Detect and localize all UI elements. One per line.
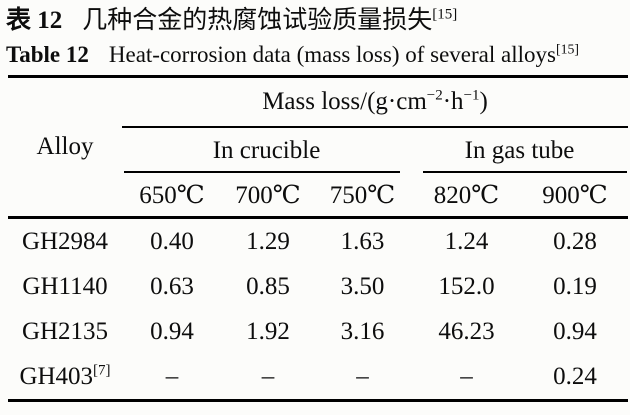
group-header-in-crucible: In crucible — [122, 127, 411, 173]
table-row: GH403[7] – – – – 0.24 — [8, 354, 628, 401]
value-cell: 152.0 — [438, 272, 495, 300]
caption-number-en: Table 12 — [6, 41, 89, 67]
unit-text: ·h — [442, 88, 464, 116]
value-cell: 0.24 — [553, 362, 597, 390]
temperature-header: 900℃ — [522, 173, 629, 220]
table-caption-english: Table 12 Heat-corrosion data (mass loss) … — [6, 41, 630, 70]
alloy-name: GH2984 — [21, 227, 109, 255]
value-cell: 0.85 — [246, 272, 290, 300]
value-cell: – — [460, 362, 473, 390]
header-row-groups: In crucible In gas tube — [8, 127, 628, 173]
table-row: GH1140 0.63 0.85 3.50 152.0 0.19 — [8, 264, 628, 309]
unit-text: Mass loss/(g·cm — [262, 88, 427, 116]
unit-superscript-exponent: −2 — [426, 87, 443, 104]
value-cell: 0.94 — [553, 317, 597, 345]
unit-text: ) — [479, 88, 488, 116]
value-cell: 0.40 — [150, 227, 194, 255]
value-cell: – — [356, 362, 369, 390]
alloy-name-cell: GH2984 — [8, 218, 122, 265]
temperature-header: 700℃ — [222, 173, 314, 220]
alloy-name-cell: GH2135 — [8, 309, 122, 354]
value-cell: 1.29 — [246, 227, 290, 255]
group-header-in-gas-tube: In gas tube — [411, 127, 628, 173]
alloy-name-cell: GH1140 — [8, 264, 122, 309]
value-cell: 1.92 — [246, 317, 290, 345]
caption-reference-cn: [15] — [432, 6, 458, 23]
alloy-reference: [7] — [93, 362, 111, 379]
value-cell: 1.63 — [340, 227, 385, 255]
value-cell: 3.16 — [340, 317, 385, 345]
value-cell: 3.50 — [340, 272, 385, 300]
header-row-unit: Alloy Mass loss/(g·cm−2·h−1) — [8, 76, 629, 220]
alloy-name: GH2135 — [21, 317, 109, 345]
value-cell: – — [165, 362, 179, 390]
header-row-temperatures: 650℃ 700℃ 750℃ 820℃ 900℃ — [8, 173, 629, 220]
heat-corrosion-table: Alloy Mass loss/(g·cm−2·h−1) In crucible… — [8, 75, 629, 403]
value-cell: 0.19 — [553, 272, 597, 300]
table-caption-chinese: 表 12 几种合金的热腐蚀试验质量损失[15] — [6, 5, 630, 38]
value-cell: 0.94 — [150, 317, 194, 345]
alloy-name: GH1140 — [22, 272, 108, 300]
unit-superscript-exponent: −1 — [463, 87, 480, 104]
column-header-alloy: Alloy — [8, 76, 122, 220]
caption-text-en: Heat-corrosion data (mass loss) of sever… — [108, 41, 556, 67]
alloy-name-cell: GH403[7] — [8, 354, 122, 401]
column-header-mass-loss-unit: Mass loss/(g·cm−2·h−1) — [122, 76, 629, 129]
temperature-header: 750℃ — [314, 173, 411, 220]
value-cell: 0.63 — [150, 272, 194, 300]
caption-number-cn: 表 12 — [6, 7, 63, 34]
value-cell: 0.28 — [553, 227, 597, 255]
value-cell: 1.24 — [444, 227, 489, 255]
alloy-name: GH403 — [19, 362, 94, 390]
value-cell: – — [261, 362, 275, 390]
table-row: GH2984 0.40 1.29 1.63 1.24 0.28 — [8, 218, 628, 265]
value-cell: 46.23 — [438, 317, 495, 345]
table-row: GH2135 0.94 1.92 3.16 46.23 0.94 — [8, 309, 628, 354]
temperature-header: 820℃ — [411, 173, 522, 220]
caption-text-cn: 几种合金的热腐蚀试验质量损失 — [82, 7, 433, 34]
caption-reference-en: [15] — [555, 40, 579, 56]
temperature-header: 650℃ — [122, 173, 222, 220]
